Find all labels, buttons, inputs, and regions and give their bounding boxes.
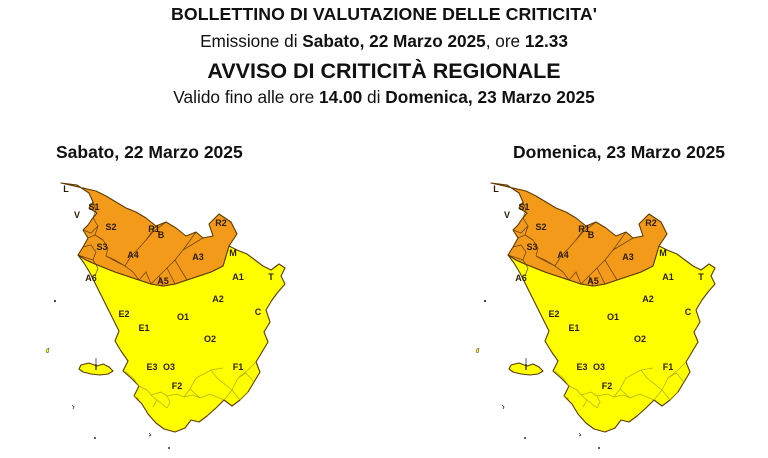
svg-text:F2: F2 [602, 381, 613, 391]
svg-text:O1: O1 [177, 312, 189, 322]
svg-text:F1: F1 [233, 362, 244, 372]
svg-text:R2: R2 [645, 218, 657, 228]
svg-text:S3: S3 [96, 242, 107, 252]
svg-text:A1: A1 [662, 272, 674, 282]
svg-text:E1: E1 [568, 323, 579, 333]
svg-text:I: I [525, 362, 528, 372]
svg-text:S2: S2 [535, 222, 546, 232]
svg-text:F1: F1 [663, 362, 674, 372]
svg-text:A6: A6 [515, 273, 527, 283]
svg-text:O3: O3 [163, 362, 175, 372]
svg-text:A2: A2 [642, 294, 654, 304]
svg-text:S1: S1 [518, 202, 529, 212]
svg-text:T: T [698, 272, 704, 282]
svg-text:E3: E3 [576, 362, 587, 372]
svg-text:V: V [504, 210, 510, 220]
svg-text:S1: S1 [88, 202, 99, 212]
svg-text:A5: A5 [157, 276, 169, 286]
svg-text:A5: A5 [587, 276, 599, 286]
svg-text:V: V [74, 210, 80, 220]
svg-text:S2: S2 [105, 222, 116, 232]
svg-text:S3: S3 [526, 242, 537, 252]
svg-text:A4: A4 [557, 250, 569, 260]
svg-text:A3: A3 [622, 252, 634, 262]
svg-text:C: C [685, 307, 692, 317]
svg-text:I: I [95, 362, 98, 372]
svg-text:C: C [255, 307, 262, 317]
svg-text:A3: A3 [192, 252, 204, 262]
svg-text:O2: O2 [204, 334, 216, 344]
svg-text:B: B [158, 230, 165, 240]
svg-text:T: T [268, 272, 274, 282]
svg-text:A2: A2 [212, 294, 224, 304]
svg-text:L: L [63, 184, 69, 194]
svg-text:A6: A6 [85, 273, 97, 283]
svg-text:E1: E1 [138, 323, 149, 333]
svg-text:F2: F2 [172, 381, 183, 391]
svg-text:A4: A4 [127, 250, 139, 260]
svg-text:B: B [588, 230, 595, 240]
svg-text:R2: R2 [215, 218, 227, 228]
svg-text:M: M [229, 248, 237, 258]
svg-text:E3: E3 [146, 362, 157, 372]
svg-text:O1: O1 [607, 312, 619, 322]
svg-text:O3: O3 [593, 362, 605, 372]
svg-text:L: L [493, 184, 499, 194]
svg-text:M: M [659, 248, 667, 258]
svg-text:E2: E2 [118, 309, 129, 319]
svg-text:O2: O2 [634, 334, 646, 344]
svg-text:A1: A1 [232, 272, 244, 282]
svg-text:E2: E2 [548, 309, 559, 319]
